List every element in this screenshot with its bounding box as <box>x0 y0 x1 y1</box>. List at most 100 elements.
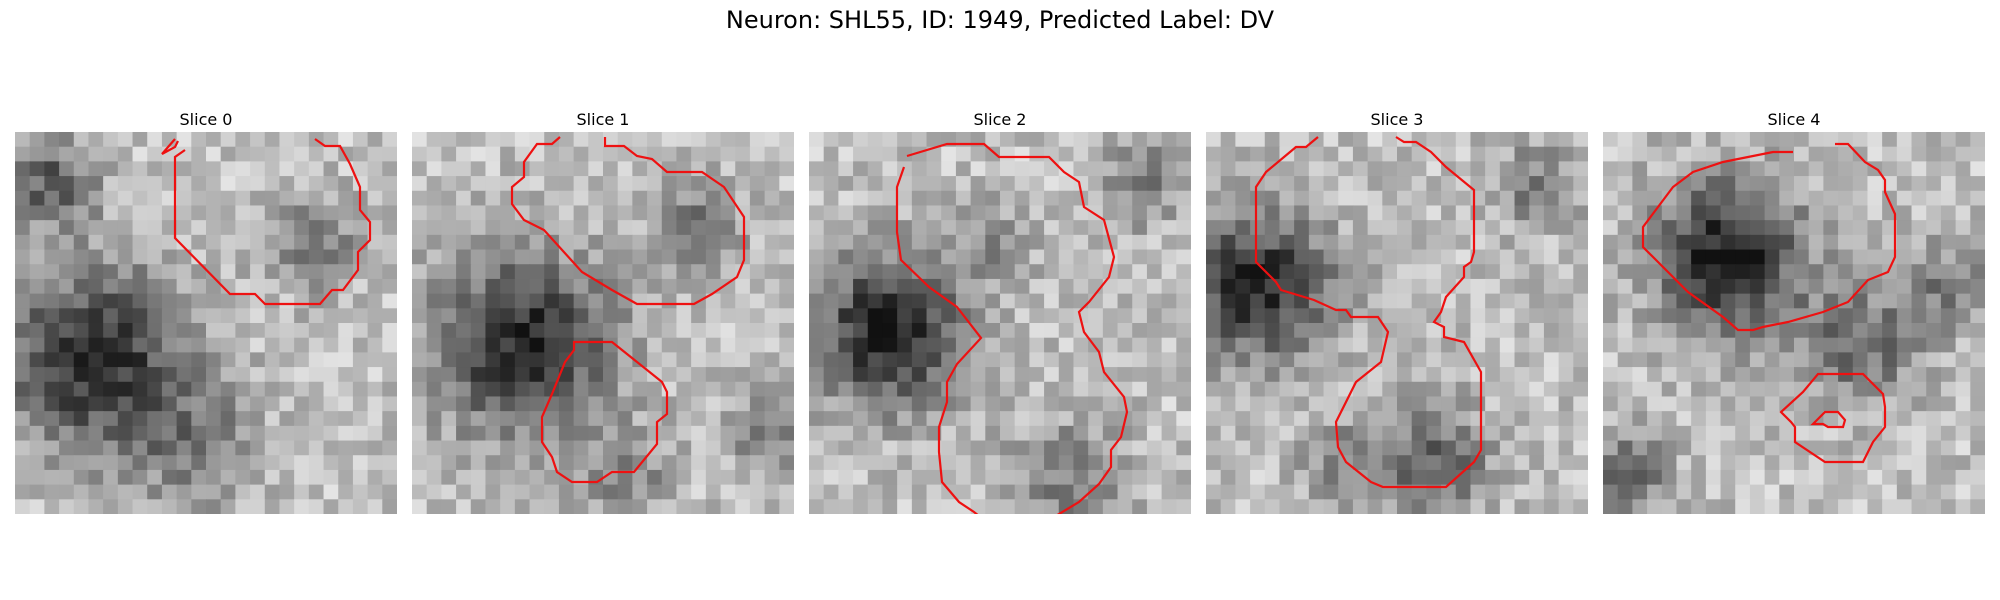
grayscale-pixel <box>1426 381 1442 398</box>
grayscale-pixel <box>985 264 1001 280</box>
grayscale-pixel <box>985 396 1001 412</box>
grayscale-pixel <box>1382 308 1398 324</box>
grayscale-pixel <box>1294 396 1310 412</box>
grayscale-pixel <box>911 205 928 221</box>
grayscale-pixel <box>1455 323 1472 339</box>
grayscale-pixel <box>279 264 295 280</box>
grayscale-pixel <box>352 469 369 486</box>
grayscale-pixel <box>367 381 383 398</box>
grayscale-pixel <box>1250 337 1266 353</box>
grayscale-pixel <box>897 161 913 177</box>
grayscale-pixel <box>1102 176 1119 192</box>
grayscale-pixel <box>1970 381 1985 398</box>
grayscale-pixel <box>558 484 575 500</box>
grayscale-pixel <box>1367 205 1383 221</box>
grayscale-pixel <box>1514 205 1530 221</box>
grayscale-pixel <box>1029 264 1045 280</box>
grayscale-pixel <box>1132 440 1148 456</box>
grayscale-pixel <box>676 381 692 398</box>
grayscale-pixel <box>779 161 794 177</box>
grayscale-pixel <box>1411 499 1427 514</box>
grayscale-pixel <box>29 411 45 427</box>
grayscale-pixel <box>426 161 442 177</box>
grayscale-pixel <box>823 161 839 177</box>
grayscale-pixel <box>1014 249 1030 265</box>
grayscale-pixel <box>500 205 516 221</box>
grayscale-pixel <box>632 132 648 148</box>
grayscale-pixel <box>147 455 163 471</box>
grayscale-pixel <box>1955 146 1971 162</box>
grayscale-pixel <box>617 293 633 309</box>
grayscale-pixel <box>1764 220 1780 236</box>
grayscale-pixel <box>1250 484 1266 500</box>
grayscale-pixel <box>1749 308 1766 324</box>
grayscale-pixel <box>1014 367 1030 383</box>
grayscale-pixel <box>529 455 545 471</box>
grayscale-pixel <box>1749 425 1766 442</box>
grayscale-pixel <box>235 469 251 486</box>
grayscale-pixel <box>1529 308 1545 324</box>
grayscale-pixel <box>1044 249 1060 265</box>
grayscale-pixel <box>897 190 913 207</box>
grayscale-pixel <box>1499 337 1516 353</box>
grayscale-pixel <box>1882 381 1898 398</box>
grayscale-pixel <box>1146 484 1163 500</box>
grayscale-pixel <box>867 381 884 398</box>
grayscale-pixel <box>867 176 884 192</box>
grayscale-pixel <box>235 146 251 162</box>
grayscale-pixel <box>1867 249 1883 265</box>
grayscale-pixel <box>1455 396 1472 412</box>
grayscale-pixel <box>323 469 339 486</box>
grayscale-pixel <box>1749 484 1766 500</box>
grayscale-pixel <box>1735 220 1751 236</box>
grayscale-pixel <box>1779 146 1795 162</box>
grayscale-pixel <box>1543 146 1560 162</box>
grayscale-pixel <box>1146 190 1163 207</box>
grayscale-pixel <box>1264 425 1281 442</box>
grayscale-pixel <box>1132 220 1148 236</box>
grayscale-pixel <box>1543 455 1560 471</box>
grayscale-pixel <box>1014 381 1030 398</box>
grayscale-pixel <box>1867 278 1883 295</box>
grayscale-pixel <box>1206 278 1222 295</box>
grayscale-pixel <box>926 381 942 398</box>
grayscale-pixel <box>705 205 722 221</box>
grayscale-pixel <box>1543 352 1560 368</box>
grayscale-pixel <box>352 146 369 162</box>
grayscale-pixel <box>1926 220 1942 236</box>
grayscale-pixel <box>1676 396 1692 412</box>
grayscale-pixel <box>1485 264 1501 280</box>
grayscale-pixel <box>809 411 825 427</box>
grayscale-pixel <box>1411 146 1427 162</box>
grayscale-pixel <box>514 249 531 265</box>
grayscale-pixel <box>1338 499 1354 514</box>
grayscale-pixel <box>882 293 898 309</box>
grayscale-pixel <box>323 205 339 221</box>
grayscale-pixel <box>485 425 501 442</box>
grayscale-pixel <box>1485 176 1501 192</box>
grayscale-pixel <box>573 308 589 324</box>
grayscale-pixel <box>1088 176 1104 192</box>
grayscale-pixel <box>1867 308 1883 324</box>
grayscale-pixel <box>1073 367 1089 383</box>
grayscale-pixel <box>1308 190 1325 207</box>
grayscale-pixel <box>1382 352 1398 368</box>
grayscale-pixel <box>44 367 60 383</box>
grayscale-pixel <box>338 381 354 398</box>
grayscale-pixel <box>15 323 31 339</box>
grayscale-pixel <box>1338 469 1354 486</box>
grayscale-pixel <box>1735 455 1751 471</box>
grayscale-pixel <box>749 396 766 412</box>
grayscale-pixel <box>1367 278 1383 295</box>
grayscale-pixel <box>588 293 604 309</box>
grayscale-pixel <box>1029 234 1045 251</box>
grayscale-pixel <box>529 161 545 177</box>
grayscale-pixel <box>1294 367 1310 383</box>
grayscale-pixel <box>720 190 736 207</box>
grayscale-pixel <box>661 220 678 236</box>
grayscale-pixel <box>749 352 766 368</box>
grayscale-pixel <box>1499 264 1516 280</box>
grayscale-pixel <box>412 367 428 383</box>
grayscale-pixel <box>647 352 663 368</box>
